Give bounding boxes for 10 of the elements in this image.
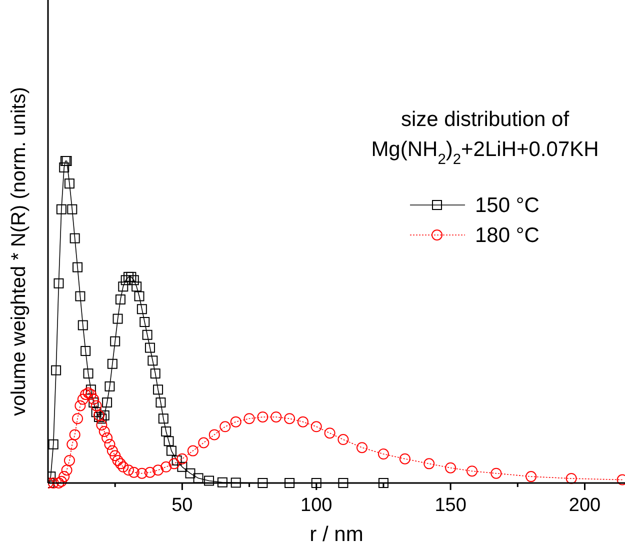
x-tick-label: 150 — [434, 495, 466, 516]
text: size distribution of — [400, 108, 570, 131]
y-axis-title: volume weighted * N(R) (norm. units) — [8, 87, 30, 416]
legend-label: 150 °C — [475, 194, 540, 217]
x-tick-label: 200 — [568, 495, 601, 516]
x-axis-title: r / nm — [310, 523, 364, 546]
x-tick-label: 50 — [172, 495, 193, 516]
annotation: Mg(NH$_{2}$)$_{2}$+2LiH+0.07KH — [371, 138, 599, 168]
x-tick-label: 100 — [300, 495, 332, 516]
legend-label: 180 °C — [475, 224, 540, 247]
